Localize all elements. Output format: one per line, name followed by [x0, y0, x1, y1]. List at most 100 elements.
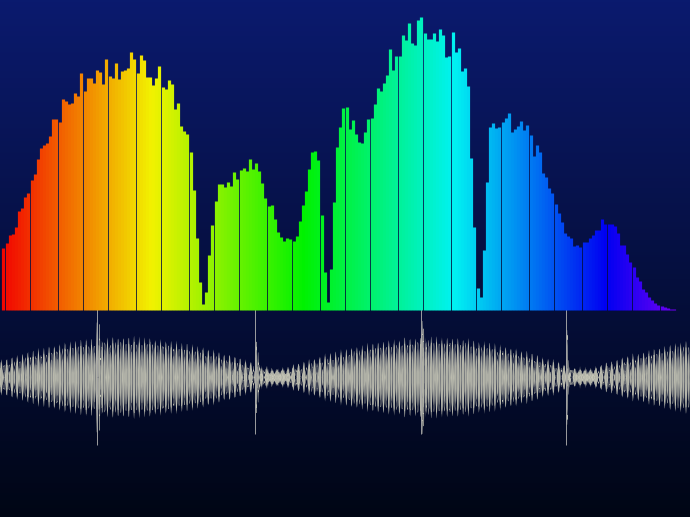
Bar: [0, 345, 690, 346]
Bar: [0, 490, 690, 491]
Bar: [0, 512, 690, 513]
Bar: [0, 348, 690, 350]
Bar: [0, 503, 690, 505]
Bar: [0, 477, 690, 479]
Bar: [0, 245, 690, 247]
Bar: [0, 47, 690, 48]
Bar: [0, 183, 690, 185]
Bar: [0, 374, 690, 376]
Bar: [0, 326, 690, 327]
Bar: [0, 164, 690, 165]
Bar: [0, 381, 690, 383]
Bar: [0, 481, 690, 482]
Bar: [0, 379, 690, 381]
Bar: [0, 510, 690, 512]
Bar: [0, 157, 690, 159]
Bar: [0, 515, 690, 517]
Bar: [0, 26, 690, 27]
Bar: [0, 495, 690, 496]
Bar: [0, 64, 690, 66]
Bar: [0, 279, 690, 281]
Bar: [0, 321, 690, 322]
Bar: [0, 448, 690, 450]
Bar: [0, 78, 690, 79]
Bar: [0, 129, 690, 131]
Bar: [0, 307, 690, 309]
Bar: [0, 319, 690, 321]
Bar: [0, 467, 690, 469]
Bar: [0, 123, 690, 124]
Bar: [0, 293, 690, 295]
Bar: [0, 110, 690, 112]
Bar: [0, 133, 690, 134]
Bar: [0, 343, 690, 345]
Bar: [0, 124, 690, 126]
Bar: [0, 151, 690, 154]
Bar: [0, 88, 690, 89]
Bar: [0, 394, 690, 397]
Bar: [0, 7, 690, 9]
Bar: [0, 363, 690, 366]
Bar: [0, 405, 690, 407]
Bar: [0, 214, 690, 216]
Bar: [0, 298, 690, 300]
Bar: [0, 148, 690, 150]
Bar: [0, 16, 690, 17]
Bar: [0, 31, 690, 33]
Bar: [0, 415, 690, 417]
Bar: [0, 138, 690, 140]
Bar: [0, 372, 690, 374]
Bar: [0, 443, 690, 445]
Bar: [0, 508, 690, 510]
Bar: [0, 493, 690, 495]
Bar: [0, 429, 690, 431]
Bar: [0, 459, 690, 460]
Bar: [0, 207, 690, 208]
Bar: [0, 377, 690, 379]
Bar: [0, 92, 690, 93]
Bar: [0, 233, 690, 234]
Bar: [0, 89, 690, 92]
Bar: [0, 424, 690, 425]
Bar: [0, 420, 690, 422]
Bar: [0, 86, 690, 88]
Bar: [0, 0, 690, 2]
Bar: [0, 488, 690, 490]
Bar: [0, 21, 690, 22]
Bar: [0, 229, 690, 231]
Bar: [0, 315, 690, 317]
Bar: [0, 376, 690, 377]
Bar: [0, 265, 690, 267]
Bar: [0, 310, 690, 312]
Bar: [0, 327, 690, 329]
Bar: [0, 402, 690, 403]
Bar: [0, 358, 690, 360]
Bar: [0, 353, 690, 355]
Bar: [0, 131, 690, 133]
Bar: [0, 50, 690, 52]
Bar: [0, 288, 690, 290]
Bar: [0, 296, 690, 298]
Bar: [0, 462, 690, 464]
Bar: [0, 338, 690, 340]
Bar: [0, 270, 690, 272]
Bar: [0, 340, 690, 341]
Bar: [0, 257, 690, 258]
Bar: [0, 79, 690, 81]
Bar: [0, 216, 690, 217]
Bar: [0, 145, 690, 146]
Bar: [0, 501, 690, 503]
Bar: [0, 58, 690, 60]
Bar: [0, 324, 690, 326]
Bar: [0, 102, 690, 103]
Bar: [0, 107, 690, 109]
Bar: [0, 128, 690, 129]
Bar: [0, 455, 690, 457]
Bar: [0, 498, 690, 500]
Bar: [0, 433, 690, 434]
Bar: [0, 181, 690, 183]
Bar: [0, 446, 690, 448]
Bar: [0, 384, 690, 386]
Bar: [0, 141, 690, 143]
Bar: [0, 22, 690, 24]
